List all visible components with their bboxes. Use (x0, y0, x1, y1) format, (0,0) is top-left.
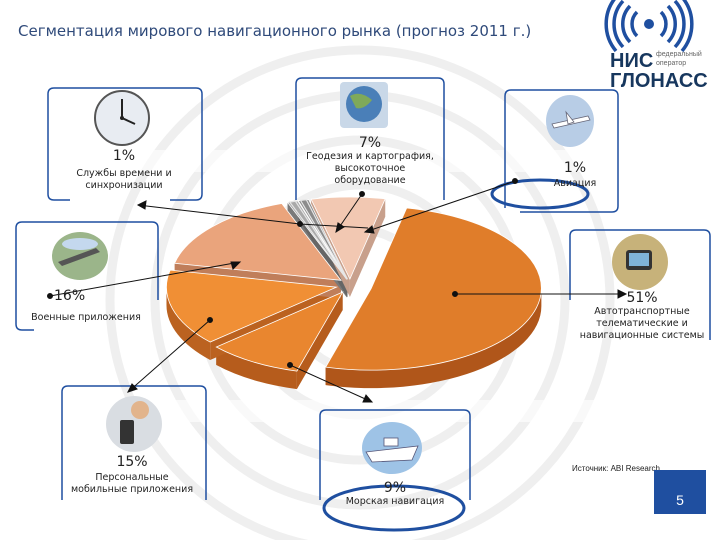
pie-slice-side (216, 347, 297, 390)
segment-desc: Авиация (553, 178, 597, 189)
segment-label-personal: 15% Персональные мобильные приложения (66, 454, 198, 496)
pie-slice (215, 291, 344, 372)
segment-desc: Геодезия и картография, высокоточное обо… (306, 151, 434, 186)
pie-slice-highlight (299, 198, 348, 280)
segment-label-geodesy: 7% Геодезия и картография, высокоточное … (300, 135, 440, 187)
segment-pct: 1% (563, 160, 587, 176)
airplane-icon (546, 95, 594, 147)
segment-desc: Персональные мобильные приложения (70, 472, 194, 495)
pie-slice (310, 196, 386, 280)
pie-slice (166, 269, 339, 343)
pie-slice-highlight (288, 200, 348, 280)
pie-chart (166, 196, 542, 390)
pie-slice-wall (296, 292, 343, 390)
segment-pct: 9% (383, 480, 407, 496)
pie-slice (325, 207, 542, 371)
clock-icon (94, 90, 150, 146)
pie-slice-wall (349, 198, 386, 298)
logo-small-line1: федеральный (656, 51, 702, 58)
logo-nis: НИС (610, 50, 654, 72)
ship-icon (362, 422, 422, 474)
source-note: Источник: ABI Research (572, 464, 660, 473)
segment-desc: Автотранспортные телематические и навига… (579, 306, 705, 341)
aviation-highlight (490, 178, 590, 210)
pie-slice-side (325, 288, 542, 389)
segment-label-timing: 1% Службы времени и синхронизации (60, 148, 188, 192)
globe-icon (340, 82, 388, 128)
segment-label-automotive: 51% Автотранспортные телематические и на… (572, 290, 712, 342)
pie-slice-side (166, 287, 211, 361)
page-number: 5 (654, 470, 706, 514)
logo-glonass: ГЛОНАСС (610, 70, 708, 92)
pie-slice (174, 203, 342, 281)
segment-label-marine: 9% Морская навигация (330, 480, 460, 508)
segment-pct: 51% (626, 290, 658, 306)
slide-title: Сегментация мирового навигационного рынк… (18, 22, 532, 40)
car-navigation-icon (612, 234, 668, 290)
callout-frames (15, 77, 711, 500)
phone-icon (106, 396, 162, 452)
connector-arrows (47, 178, 628, 403)
segment-label-military: 16% Военные приложения (22, 288, 150, 324)
segment-pct: 15% (116, 454, 148, 470)
segment-pct: 1% (112, 148, 136, 164)
segment-label-aviation: 1% Авиация (530, 160, 620, 190)
military-icon (52, 232, 108, 280)
glonass-logo-icon (604, 0, 694, 53)
marine-highlight (322, 484, 466, 532)
segment-desc: Военные приложения (31, 312, 141, 323)
segment-desc: Морская навигация (345, 496, 445, 507)
segment-pct: 7% (358, 135, 382, 151)
segment-pct: 16% (54, 288, 86, 304)
segment-desc: Службы времени и синхронизации (76, 168, 172, 191)
logo-small-line2: оператор (656, 60, 687, 67)
